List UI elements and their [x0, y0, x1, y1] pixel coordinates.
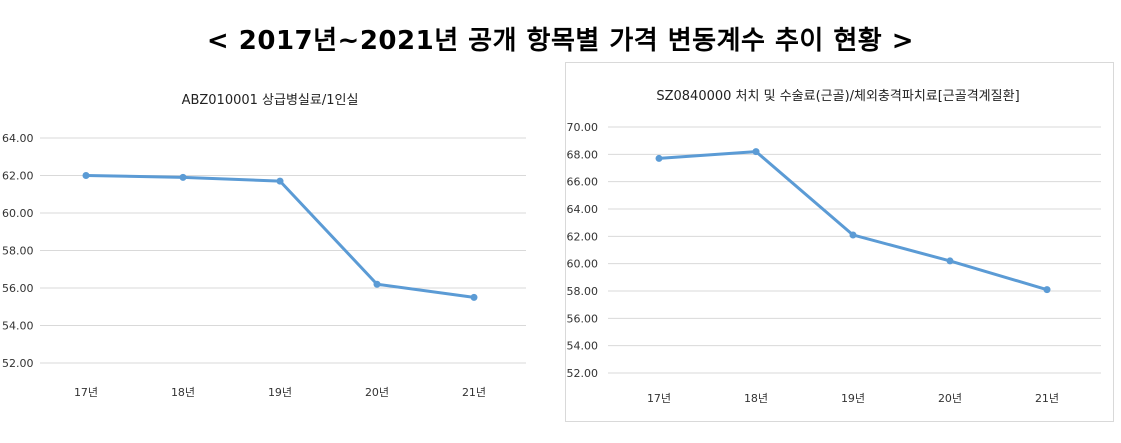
y-tick-label: 66.00 — [567, 176, 599, 189]
data-point — [849, 231, 857, 239]
y-tick-label: 58.00 — [2, 245, 34, 258]
y-tick-label: 64.00 — [567, 203, 599, 216]
y-tick-label: 60.00 — [2, 207, 34, 220]
data-point — [655, 154, 663, 162]
data-point — [1043, 286, 1051, 294]
data-point — [470, 293, 478, 301]
chart-panel-left: ABZ010001 상급병실료/1인실 52.00 54.00 56.00 58.00 6… — [0, 66, 540, 418]
chart-left: ABZ010001 상급병실료/1인실 52.00 54.00 56.00 58.00 6… — [2, 93, 526, 399]
y-tick-label: 54.00 — [2, 320, 34, 333]
y-tick-label: 52.00 — [2, 357, 34, 370]
x-tick-label: 19년 — [268, 386, 292, 399]
x-tick-label: 17년 — [74, 386, 98, 399]
chart-right: SZ0840000 처치 및 수술료(근골)/체외충격파치료[근골격계질환] 52… — [567, 89, 1101, 405]
x-tick-label: 18년 — [744, 392, 768, 405]
x-tick-label: 17년 — [647, 392, 671, 405]
chart-panel-right: SZ0840000 처치 및 수술료(근골)/체외충격파치료[근골격계질환] 52… — [565, 62, 1114, 422]
data-point — [276, 177, 284, 185]
data-point — [752, 148, 760, 156]
data-point — [82, 172, 90, 179]
y-tick-label: 56.00 — [2, 282, 34, 295]
data-point — [946, 257, 954, 265]
chart-title: SZ0840000 처치 및 수술료(근골)/체외충격파치료[근골격계질환] — [656, 89, 1019, 104]
x-tick-label: 21년 — [1035, 392, 1059, 405]
y-tick-label: 64.00 — [2, 132, 34, 145]
x-tick-label: 19년 — [841, 392, 865, 405]
y-tick-label: 52.00 — [567, 367, 599, 380]
data-point — [179, 173, 187, 181]
y-tick-label: 58.00 — [567, 285, 599, 298]
chart-title: ABZ010001 상급병실료/1인실 — [182, 93, 359, 108]
y-tick-label: 70.00 — [567, 121, 599, 134]
x-tick-label: 20년 — [365, 386, 389, 399]
y-tick-label: 56.00 — [567, 312, 599, 325]
x-tick-label: 18년 — [171, 386, 195, 399]
y-tick-label: 68.00 — [567, 148, 599, 161]
x-tick-label: 21년 — [462, 386, 486, 399]
series-line — [84, 174, 476, 299]
data-point — [373, 280, 381, 288]
y-tick-label: 62.00 — [2, 170, 34, 183]
y-tick-label: 54.00 — [567, 340, 599, 353]
series-line — [657, 150, 1049, 292]
x-tick-label: 20년 — [938, 392, 962, 405]
y-tick-label: 62.00 — [567, 230, 599, 243]
y-tick-label: 60.00 — [567, 258, 599, 271]
page-title: < 2017년~2021년 공개 항목별 가격 변동계수 추이 현황 > — [206, 26, 915, 56]
